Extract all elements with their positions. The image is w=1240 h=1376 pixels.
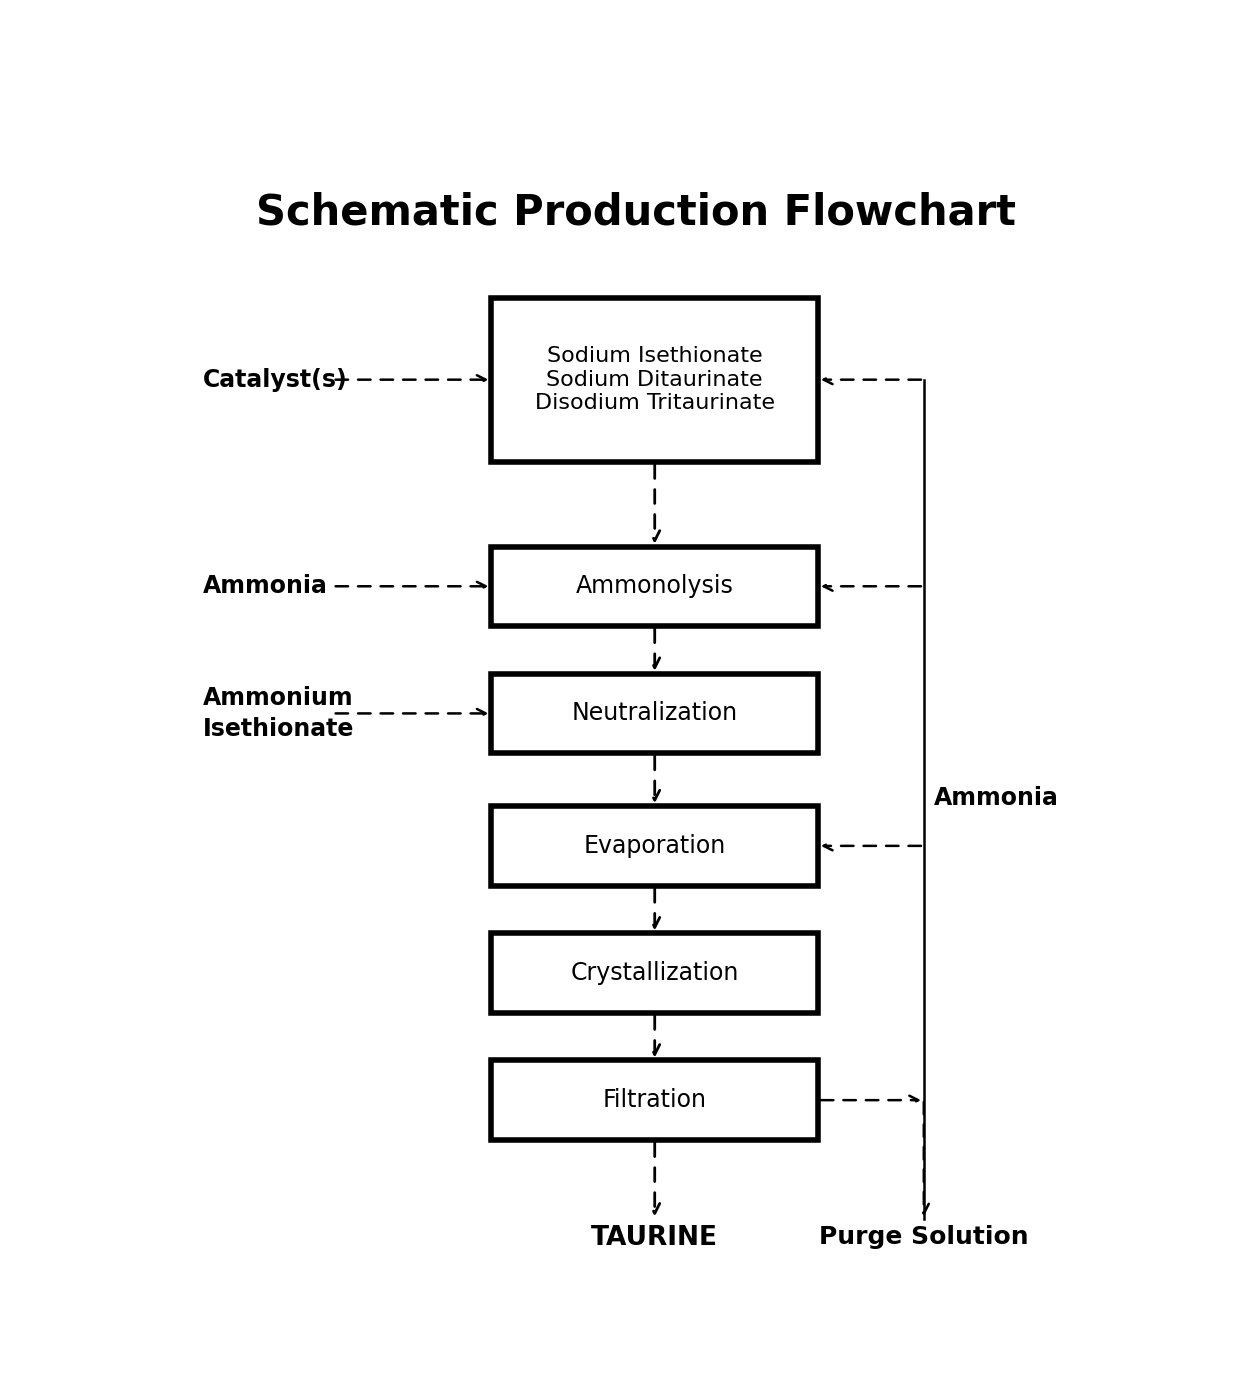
Text: Ammonium: Ammonium <box>203 685 353 710</box>
Text: Isethionate: Isethionate <box>203 717 355 742</box>
Text: Crystallization: Crystallization <box>570 960 739 985</box>
Text: TAURINE: TAURINE <box>591 1225 718 1251</box>
Text: Catalyst(s): Catalyst(s) <box>203 367 347 392</box>
FancyBboxPatch shape <box>491 546 818 626</box>
Text: Evaporation: Evaporation <box>584 834 725 857</box>
Text: Ammonolysis: Ammonolysis <box>575 574 734 599</box>
FancyBboxPatch shape <box>491 806 818 886</box>
FancyBboxPatch shape <box>491 1061 818 1139</box>
FancyBboxPatch shape <box>491 674 818 753</box>
Text: Neutralization: Neutralization <box>572 702 738 725</box>
FancyBboxPatch shape <box>491 297 818 462</box>
Text: Sodium Isethionate
Sodium Ditaurinate
Disodium Tritaurinate: Sodium Isethionate Sodium Ditaurinate Di… <box>534 347 775 413</box>
Text: Ammonia: Ammonia <box>934 786 1058 810</box>
Text: Purge Solution: Purge Solution <box>818 1225 1029 1248</box>
Text: Ammonia: Ammonia <box>203 574 327 599</box>
Text: Schematic Production Flowchart: Schematic Production Flowchart <box>255 191 1016 234</box>
FancyBboxPatch shape <box>491 933 818 1013</box>
Text: Filtration: Filtration <box>603 1088 707 1112</box>
